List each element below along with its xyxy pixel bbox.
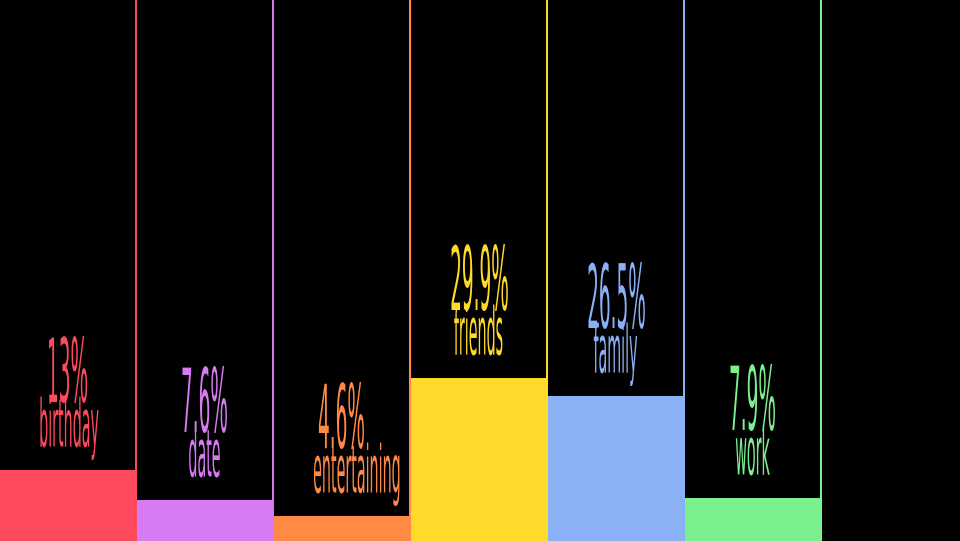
- column-divider: [272, 0, 274, 541]
- column-divider: [135, 0, 137, 541]
- category-label: birthday: [39, 385, 99, 464]
- chart-column-birthday: 13% birthday: [0, 0, 137, 541]
- bar-family: [548, 396, 685, 541]
- column-divider: [409, 0, 411, 541]
- value-label: 29.9%: [450, 230, 509, 332]
- label-group-date: 7.6% date: [137, 359, 272, 494]
- label-group-friends: 29.9% friends: [411, 237, 546, 372]
- value-label: 13%: [46, 322, 89, 424]
- category-label: entertaining: [313, 431, 401, 510]
- bar-birthday: [0, 470, 137, 541]
- label-group-entertaining: 4.6% entertaining: [274, 375, 409, 510]
- chart-column-entertaining: 4.6% entertaining: [274, 0, 411, 541]
- column-divider: [546, 0, 548, 541]
- bar-work: [685, 498, 822, 541]
- value-label: 26.5%: [587, 248, 646, 350]
- category-label: friends: [453, 293, 504, 372]
- bar-date: [137, 500, 274, 541]
- chart-column-work: 7.9% work: [685, 0, 822, 541]
- chart-column-friends: 29.9% friends: [411, 0, 548, 541]
- category-label: date: [188, 415, 221, 494]
- column-divider: [820, 0, 822, 541]
- column-divider: [683, 0, 685, 541]
- chart-column-date: 7.6% date: [137, 0, 274, 541]
- bar-entertaining: [274, 516, 411, 541]
- chart-column-family: 26.5% family: [548, 0, 685, 541]
- category-label: family: [593, 311, 638, 390]
- label-group-family: 26.5% family: [548, 255, 683, 390]
- label-group-birthday: 13% birthday: [0, 329, 135, 464]
- label-group-work: 7.9% work: [685, 357, 820, 492]
- value-label: 7.9%: [729, 350, 776, 452]
- category-label: work: [735, 413, 770, 492]
- value-label: 7.6%: [181, 352, 228, 454]
- value-label: 4.6%: [318, 368, 365, 470]
- bar-friends: [411, 378, 548, 541]
